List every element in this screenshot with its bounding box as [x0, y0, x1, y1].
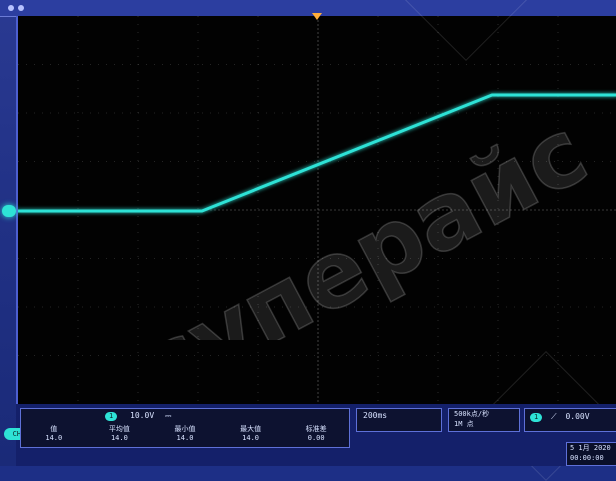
channel-measurement-panel[interactable]: 1 10.0V ⎓ 值 14.0 平均值 14.0 最小值 14.0 最大值 1…: [20, 408, 350, 448]
timebase-panel[interactable]: 200ms: [356, 408, 442, 432]
measurement-column: 最大值 14.0: [218, 425, 284, 443]
trigger-panel[interactable]: 1 ⟋ 0.00V: [524, 408, 616, 432]
measurement-header: 标准差: [305, 425, 327, 433]
record-length: 1M 点: [454, 420, 474, 428]
channel-scale: 10.0V: [130, 411, 155, 420]
acquisition-panel[interactable]: 500k点/秒 1M 点: [448, 408, 520, 432]
waveform-display[interactable]: [16, 16, 616, 404]
measurement-value: 0.00: [307, 434, 325, 442]
measurement-header: 最大值: [240, 425, 262, 433]
measurement-column: 值 14.0: [21, 425, 87, 443]
measurement-value: 14.0: [110, 434, 128, 442]
indicator-dot-icon: [18, 5, 24, 11]
trigger-position-marker[interactable]: [312, 13, 322, 20]
trigger-channel-badge: 1: [530, 413, 543, 422]
channel-1-ground-marker[interactable]: [2, 205, 16, 217]
time-readout: 00:00:00: [570, 454, 604, 462]
measurement-header: 平均值: [108, 425, 130, 433]
measurement-column: 最小值 14.0: [152, 425, 218, 443]
measurement-header: 值: [50, 425, 58, 433]
dc-coupling-icon: ⎓: [164, 411, 172, 420]
measurement-column: 平均值 14.0: [87, 425, 153, 443]
measurement-column: 标准差 0.00: [283, 425, 349, 443]
time-per-div: 200ms: [363, 411, 388, 420]
sample-rate: 500k点/秒: [454, 410, 490, 418]
rising-edge-icon: ⟋: [551, 412, 557, 421]
channel-1-badge[interactable]: 1: [105, 412, 118, 421]
trigger-level: 0.00V: [565, 412, 590, 421]
measurement-value: 14.0: [242, 434, 259, 442]
datetime-panel: 5 1月 2020 00:00:00: [566, 442, 616, 466]
channel-1-trace: [18, 93, 616, 213]
waveform-svg: [18, 16, 616, 404]
indicator-dot-icon: [8, 5, 14, 11]
measurement-value: 14.0: [176, 434, 194, 442]
measurement-header: 最小值: [174, 425, 196, 433]
measurement-value: 14.0: [45, 434, 63, 442]
date-readout: 5 1月 2020: [570, 444, 611, 452]
measurement-table: 值 14.0 平均值 14.0 最小值 14.0 最大值 14.0 标准差 0.…: [21, 425, 349, 443]
